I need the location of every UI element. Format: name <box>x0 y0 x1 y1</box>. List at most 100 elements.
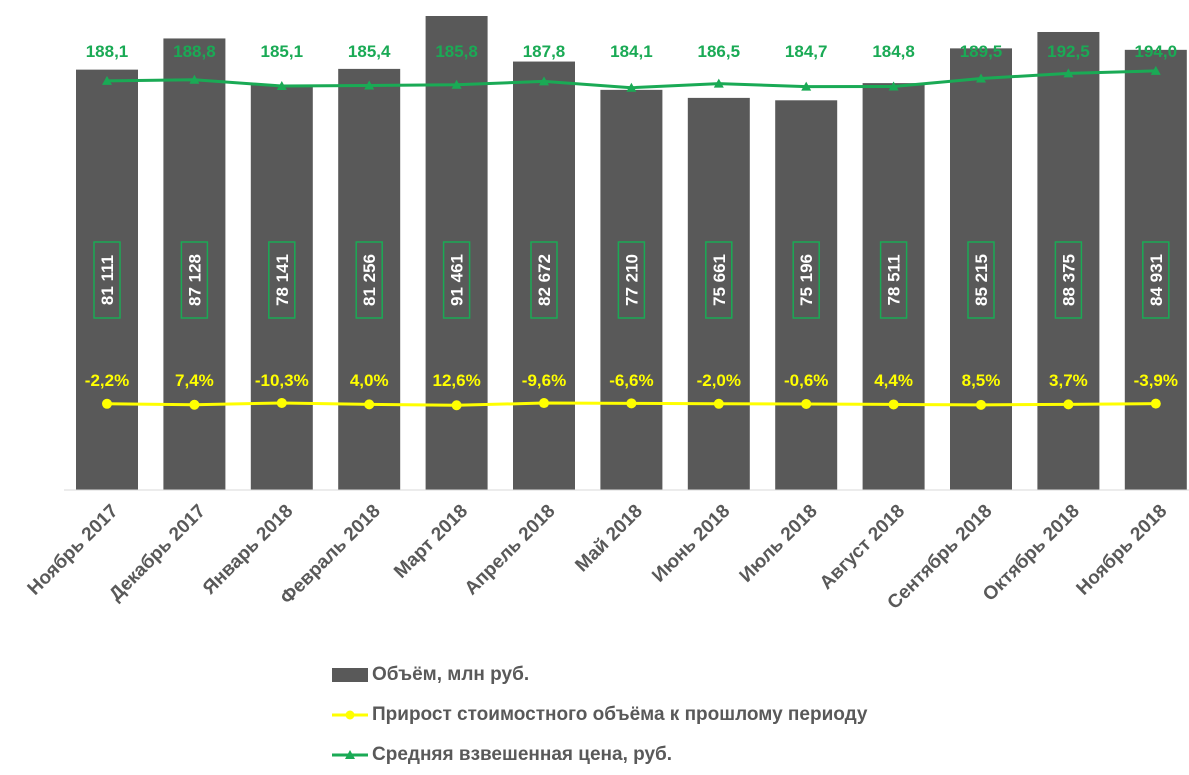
growth-data-label: 8,5% <box>962 371 1001 390</box>
price-point <box>451 79 462 89</box>
price-data-label: 189,5 <box>960 42 1003 61</box>
bar-label-text: 91 461 <box>448 254 467 306</box>
bar-data-label: 81 256 <box>355 241 383 319</box>
x-tick-label: Июль 2018 <box>736 501 822 587</box>
price-point <box>626 82 637 92</box>
price-data-label: 188,8 <box>173 42 216 61</box>
price-data-label: 185,1 <box>261 42 304 61</box>
bar-label-box <box>1054 241 1083 319</box>
bar-label-box <box>268 241 296 319</box>
bar-label-box <box>442 241 471 319</box>
legend-item-price: Средняя взвешенная цена, руб. <box>330 735 867 775</box>
growth-point <box>801 398 812 409</box>
bar-data-label: 85 215 <box>967 241 995 319</box>
legend-swatch-price-line <box>332 750 368 759</box>
price-data-label: 184,1 <box>610 42 653 61</box>
growth-line-group: -2,2% 7,4% -10,3% 4,0% 12,6% -9,6% -6,6% -2,0% -… <box>85 371 1178 411</box>
bar <box>1037 31 1100 490</box>
bar-data-label: 75 196 <box>792 241 820 319</box>
bar-label-box <box>967 241 995 319</box>
price-point <box>1063 68 1074 78</box>
growth-point <box>713 398 724 409</box>
bar-label-box <box>792 241 820 319</box>
bar-data-label: 78 141 <box>268 241 296 319</box>
x-tick-label: Июнь 2018 <box>648 501 734 587</box>
bar-label-text: 77 210 <box>622 254 641 306</box>
bar-label-text: 75 661 <box>710 254 729 306</box>
price-point <box>1150 65 1161 75</box>
growth-data-label: 4,4% <box>874 371 913 390</box>
bar-label-text: 81 111 <box>98 255 117 305</box>
bar <box>950 48 1012 491</box>
growth-point <box>1063 399 1074 410</box>
x-tick-label: Ноябрь 2018 <box>1073 501 1172 600</box>
legend-label-price: Средняя взвешенная цена, руб. <box>372 744 673 765</box>
growth-point <box>364 399 375 410</box>
growth-data-label: -6,6% <box>609 371 653 390</box>
bars-group <box>76 16 1187 491</box>
price-point <box>888 81 899 91</box>
price-point <box>539 76 549 86</box>
price-data-label: 185,4 <box>348 42 391 61</box>
bar-data-label: 82 672 <box>530 241 558 319</box>
bar <box>600 89 663 491</box>
bar-label-box <box>530 241 558 319</box>
growth-point <box>888 399 899 410</box>
bar-label-box <box>617 241 646 319</box>
bar-data-label: 77 210 <box>617 241 646 319</box>
bar-data-label: 91 461 <box>442 241 471 319</box>
bar-label-text: 87 128 <box>185 254 204 306</box>
price-data-label: 192,5 <box>1047 42 1090 61</box>
price-point <box>364 80 375 90</box>
growth-data-label: 4,0% <box>350 371 389 390</box>
bar-label-box <box>93 241 121 319</box>
price-point <box>102 75 112 85</box>
bar-data-label: 88 375 <box>1054 241 1083 319</box>
bar-label-text: 81 256 <box>360 254 379 306</box>
bar-label-box <box>1142 241 1170 319</box>
bar-data-label: 75 661 <box>705 241 733 319</box>
bar-data-label: 78 511 <box>879 241 908 319</box>
bar-label-box <box>355 241 383 319</box>
legend-swatch-bar <box>332 668 368 682</box>
growth-point <box>1150 398 1161 409</box>
price-data-label: 187,8 <box>523 42 566 61</box>
x-tick-label: Август 2018 <box>816 501 909 594</box>
growth-data-label: -10,3% <box>255 371 309 390</box>
bar-labels-group: 81 111 87 128 78 141 81 256 91 461 82 672 77 2… <box>93 241 1170 319</box>
x-tick-label: Март 2018 <box>390 501 472 583</box>
bar <box>338 68 401 490</box>
x-tick-label: Май 2018 <box>571 501 647 577</box>
price-data-label: 194,0 <box>1135 42 1178 61</box>
bar-label-box <box>705 241 733 319</box>
bar <box>862 83 925 490</box>
bar-label-text: 82 672 <box>535 254 554 306</box>
price-point <box>189 74 200 84</box>
growth-point <box>276 397 287 408</box>
bar <box>687 97 750 490</box>
bar-data-label: 87 128 <box>180 241 209 319</box>
growth-data-label: -3,9% <box>1134 371 1178 390</box>
bar-label-text: 78 511 <box>885 254 904 305</box>
legend-swatch-growth-line <box>332 710 368 720</box>
price-data-label: 188,1 <box>86 42 129 61</box>
chart: 81 111 87 128 78 141 81 256 91 461 82 672 77 2… <box>24 16 1189 614</box>
growth-point <box>189 399 200 410</box>
legend-label-volume: Объём, млн руб. <box>372 664 530 685</box>
bar-data-label: 84 931 <box>1142 241 1170 319</box>
growth-data-label: -0,6% <box>784 371 828 390</box>
price-data-label: 185,8 <box>435 42 478 61</box>
price-point <box>976 73 986 83</box>
bar <box>513 61 575 490</box>
price-data-label: 184,8 <box>872 42 915 61</box>
legend-label-growth: Прирост стоимостного объёма к прошлому п… <box>372 704 868 725</box>
growth-data-label: -9,6% <box>522 371 566 390</box>
bar-label-box <box>180 241 209 319</box>
growth-data-label: -2,0% <box>697 371 741 390</box>
legend-item-growth: Прирост стоимостного объёма к прошлому п… <box>330 695 867 735</box>
legend: Объём, млн руб. Прирост стоимостного объ… <box>330 655 867 775</box>
price-point <box>801 81 812 91</box>
x-tick-label: Январь 2018 <box>199 501 297 599</box>
growth-point <box>626 398 637 409</box>
x-tick-label: Апрель 2018 <box>461 501 560 600</box>
